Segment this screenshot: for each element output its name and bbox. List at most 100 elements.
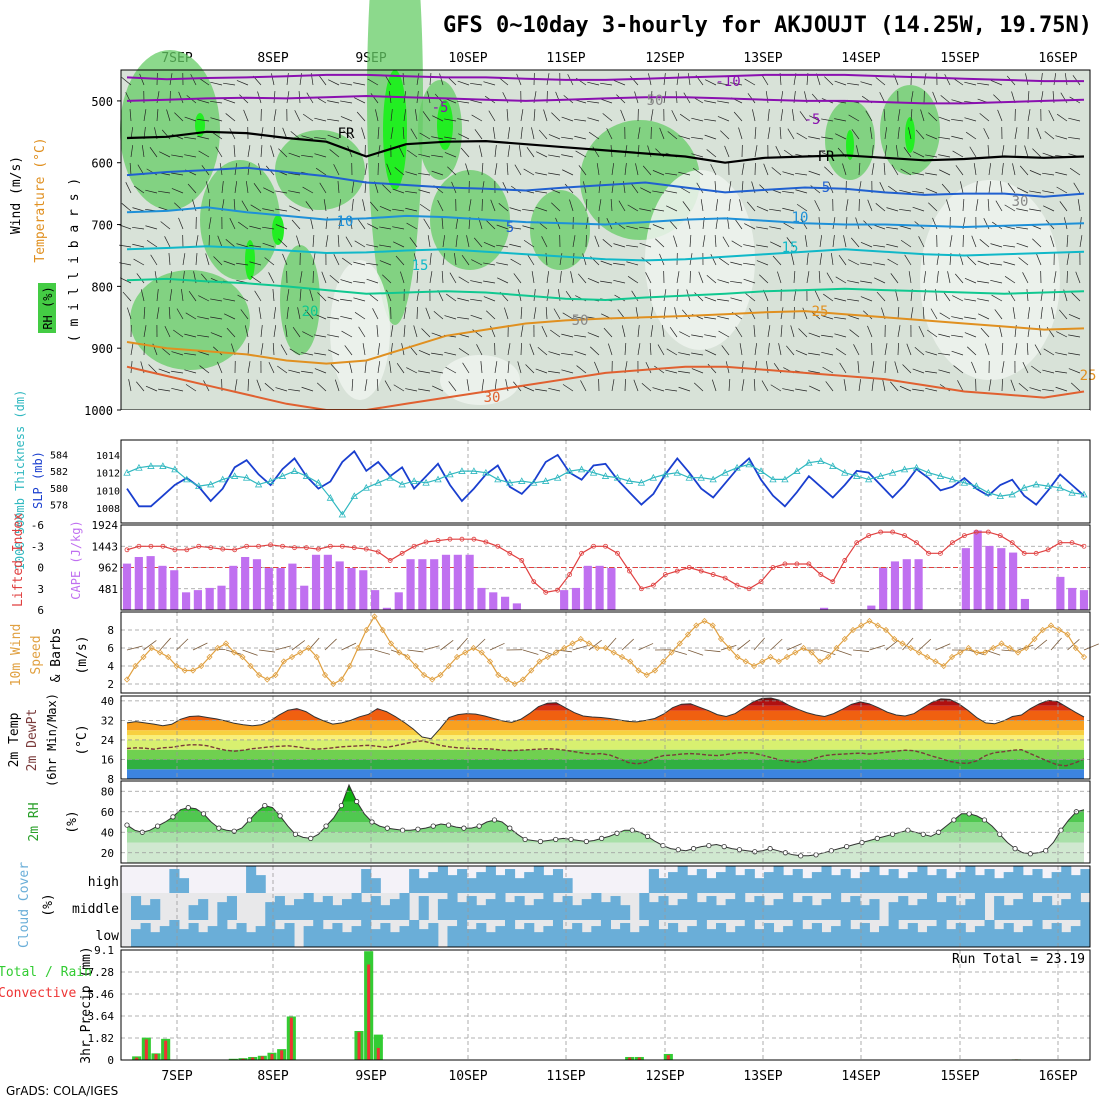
cloud-cell [879,875,890,893]
thickness-point [242,473,251,481]
wind-barb [860,81,873,86]
wind-barb [809,115,821,122]
rh-point [905,827,911,833]
wind-speed-point [849,626,857,634]
wind-barb [997,109,1003,122]
wind-barb [946,199,951,212]
y-tick-label: 800 [91,280,113,294]
wind-barb [241,200,249,212]
wind-barb [620,109,626,122]
wind-barb [445,366,457,374]
wind-speed-point [990,644,997,652]
wind-barb [413,325,418,338]
wind-barb [971,361,977,374]
wind-barb [821,351,834,356]
cloud-cell [811,872,822,893]
cloud-cell [898,929,909,947]
wind-barb [611,379,615,392]
wind-barb [1024,145,1029,158]
temp-band [127,710,1084,721]
wind-barb [1029,208,1042,212]
rh-point [706,842,712,849]
wind10m-barb [572,645,588,651]
slp-tick-label: 1010 [96,486,120,497]
wind-barb [226,327,236,338]
li-point [567,572,573,577]
wind-barb [470,298,483,302]
cloud-cell [466,896,477,920]
cloud-cell [668,905,679,920]
rh-point [813,852,819,858]
wind-barb [358,326,366,338]
temp-band [127,759,1084,770]
wind-barb [185,312,197,320]
precip-convective-bar [144,1039,148,1060]
wind-barb [938,352,951,356]
cloud-cell [303,893,314,920]
wind10m-barb [176,638,189,651]
wind-barb [548,134,561,140]
li-point [172,547,178,553]
thickness-point [147,462,155,469]
wind-barb [264,382,275,392]
cloud-cell [476,905,487,920]
wind-barb [1031,365,1042,374]
wind-barb [145,189,158,194]
cape-bar [571,587,581,610]
wind-barb [323,199,327,212]
wind-barb [587,277,600,284]
cloud-cell [620,923,631,947]
wind-barb [356,111,366,122]
wind-barb [835,348,847,356]
cloud-cell [341,899,353,920]
wind-barb [458,133,470,140]
wind-barb [249,225,262,230]
contour-label: 50 [572,313,589,329]
wind-barb [1068,117,1081,122]
wind-barb [416,271,419,284]
wind-barb [361,127,366,140]
cloud-cell [677,866,688,893]
wind-barb [1025,73,1029,86]
wind-barb [847,314,860,320]
wind-barb [977,298,990,302]
wind-barb [466,235,470,248]
wind-barb [197,350,210,356]
rh-dry-area [645,170,755,350]
cloud-cell [1061,899,1072,920]
cloud-cell [591,893,602,920]
wind-speed-point [387,640,395,647]
wind-speed-point [676,640,683,647]
wind-barb [345,236,353,248]
wind-barb [835,133,847,140]
wind-barb [1068,352,1081,356]
cloud-cell [217,920,228,947]
thickness-point [159,462,167,469]
wind-barb [431,136,444,140]
thickness-point [865,475,873,483]
wind-barb [494,379,497,392]
wind-barb [392,188,405,194]
wind-barb [418,370,431,374]
wind-speed-point [734,653,741,661]
wind-barb [957,380,964,392]
wind-barb [340,82,353,86]
thickness-point [793,467,801,474]
cloud-cell [936,920,947,947]
wind-barb [637,127,641,140]
precip-convective-bar [280,1050,284,1060]
li-point [507,550,513,556]
cloud-cell [246,932,257,947]
cloud-cell [869,932,880,947]
wind-barb [431,370,444,374]
cloud-cell [744,902,755,920]
wind-barb [635,163,639,176]
wind-barb [925,172,938,176]
wind-barb [611,181,615,194]
wind-barb [730,82,743,86]
cloud-cell [341,932,353,947]
wind-barb [1042,172,1055,176]
precip-tick-label: 7.28 [88,966,115,979]
cloud-cell [754,929,765,947]
